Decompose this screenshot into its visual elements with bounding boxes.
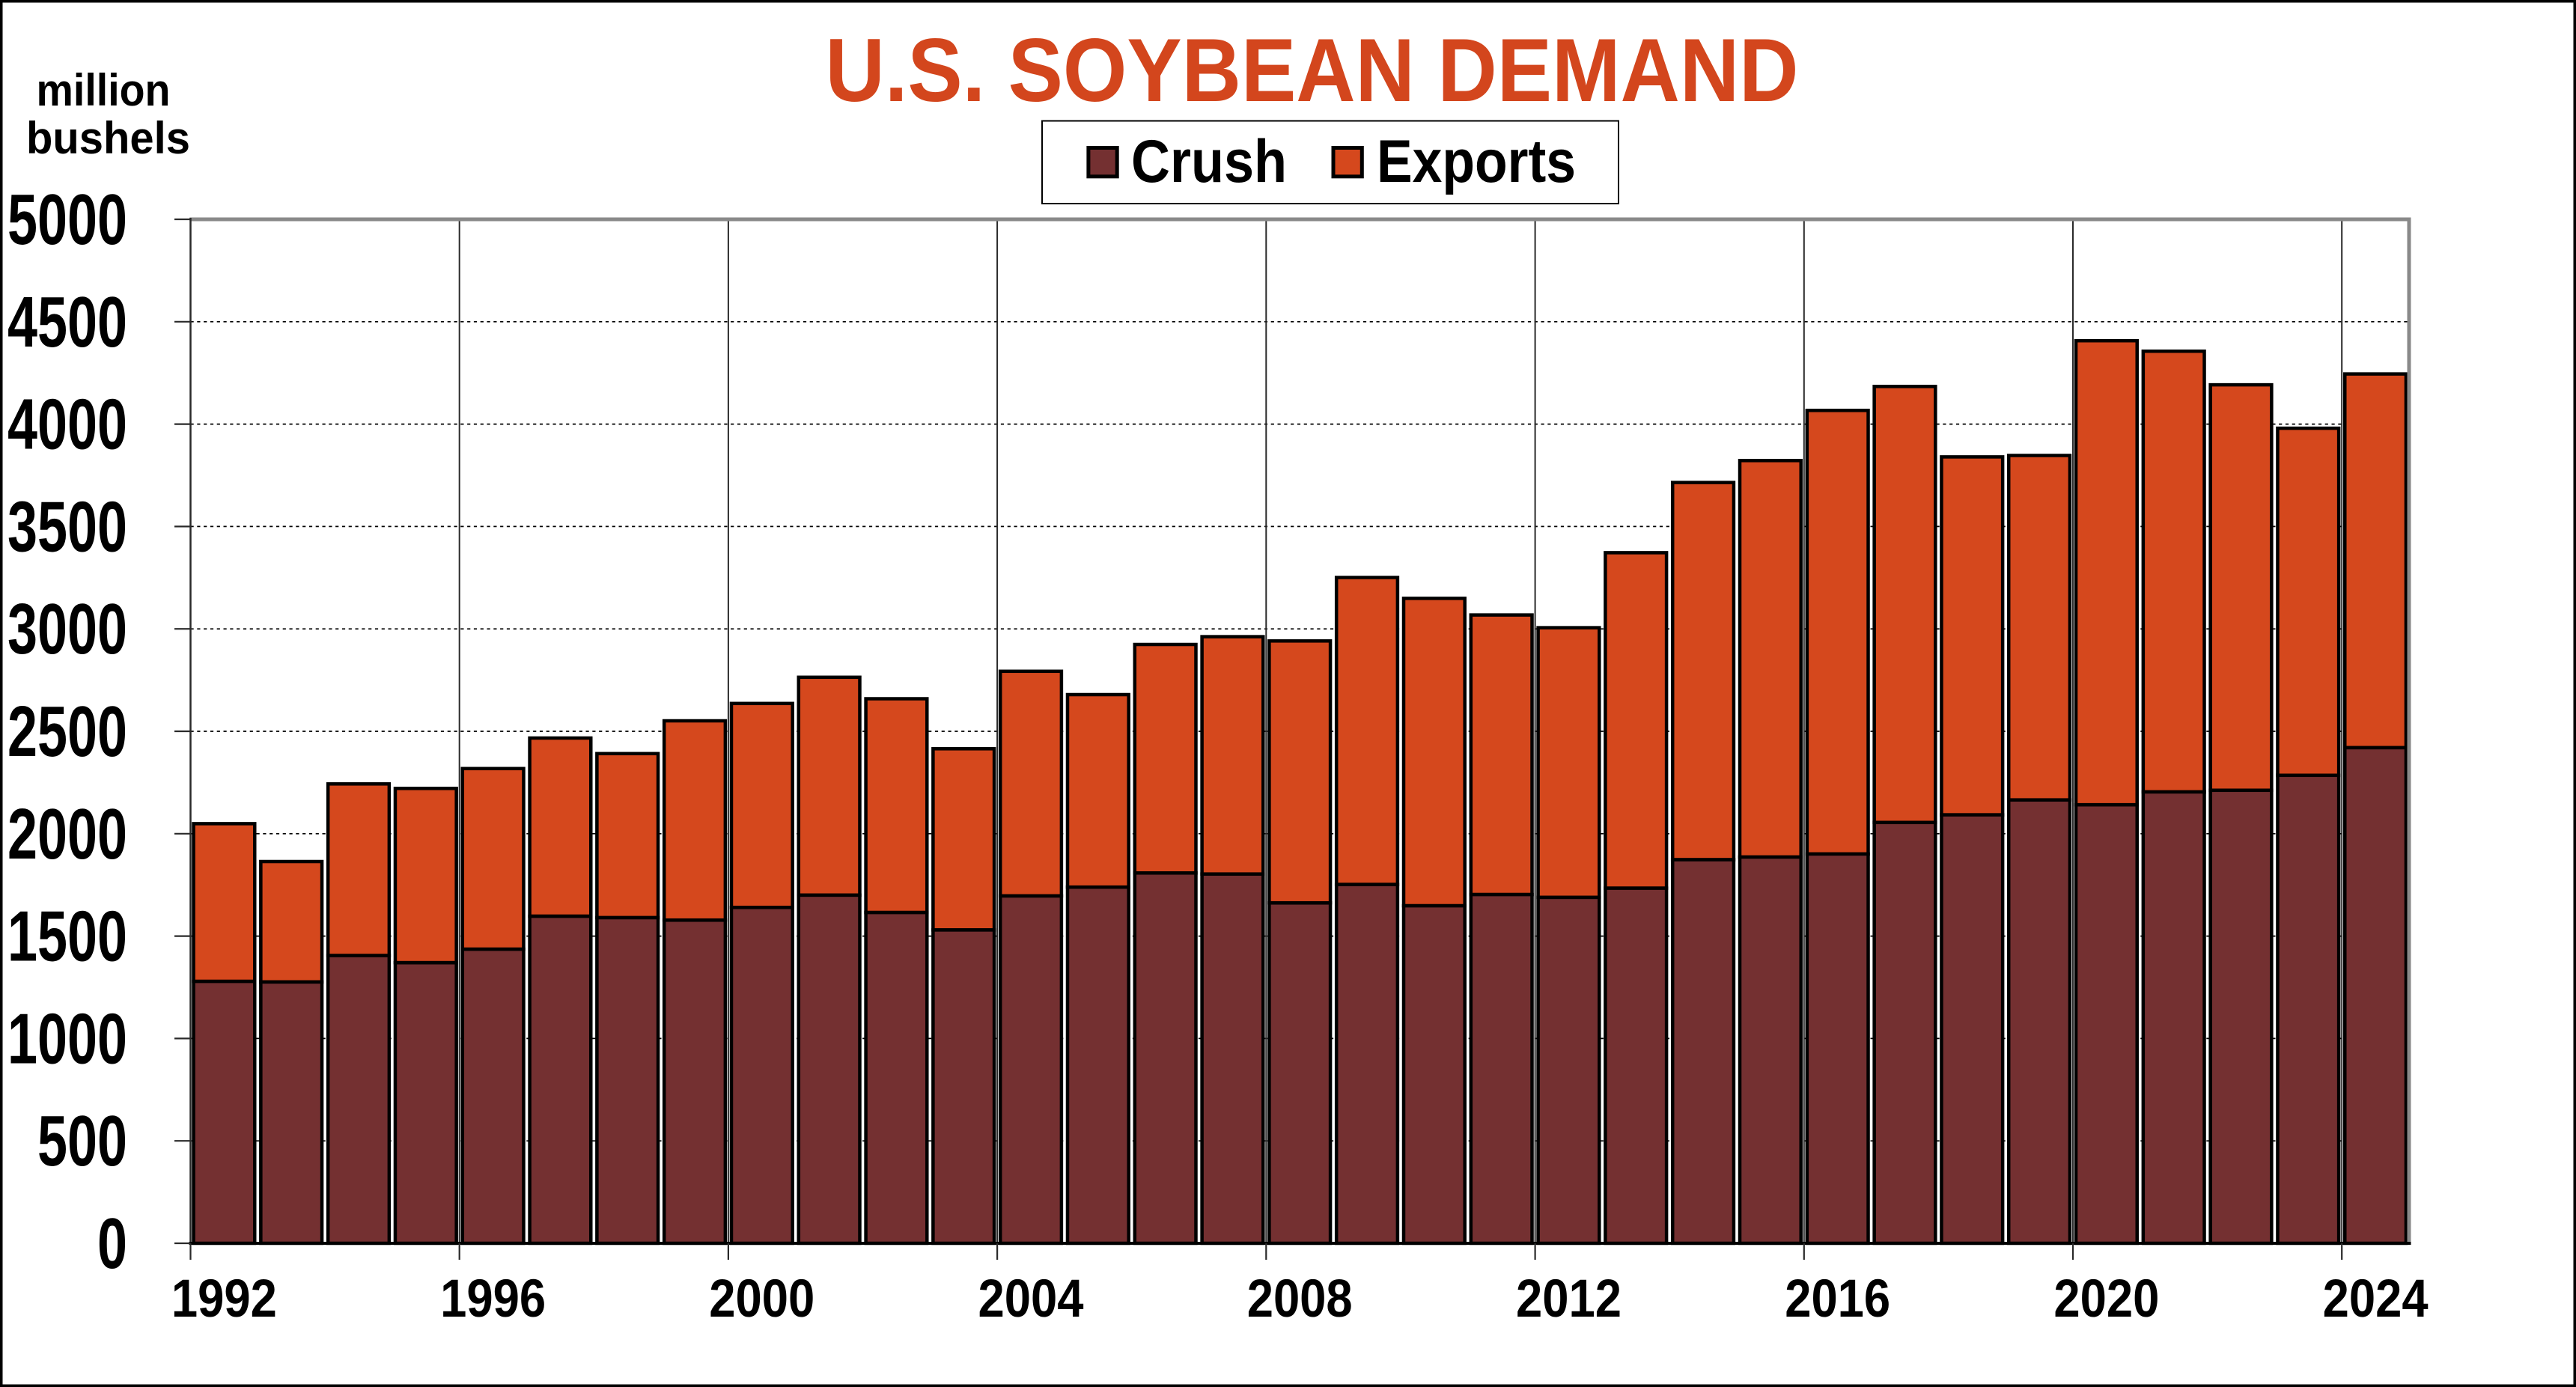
svg-text:2000: 2000 — [709, 1269, 814, 1329]
svg-text:3000: 3000 — [7, 589, 127, 669]
svg-text:2008: 2008 — [1247, 1269, 1353, 1329]
svg-text:3500: 3500 — [7, 487, 127, 567]
svg-text:1500: 1500 — [7, 897, 127, 977]
svg-text:1992: 1992 — [171, 1269, 277, 1329]
svg-text:U.S. SOYBEAN DEMAND: U.S. SOYBEAN DEMAND — [826, 20, 1799, 121]
svg-text:2016: 2016 — [1785, 1269, 1890, 1329]
svg-text:2020: 2020 — [2053, 1269, 2159, 1329]
svg-text:4000: 4000 — [7, 385, 127, 465]
svg-text:2024: 2024 — [2323, 1269, 2429, 1329]
svg-text:500: 500 — [37, 1101, 127, 1181]
svg-text:2500: 2500 — [7, 692, 127, 772]
svg-text:Exports: Exports — [1377, 128, 1576, 195]
svg-text:Crush: Crush — [1131, 128, 1287, 195]
svg-text:1996: 1996 — [440, 1269, 546, 1329]
svg-text:2004: 2004 — [978, 1269, 1084, 1329]
svg-text:2000: 2000 — [7, 794, 127, 874]
svg-text:bushels: bushels — [26, 113, 190, 163]
svg-text:million: million — [37, 65, 171, 115]
svg-text:0: 0 — [97, 1204, 127, 1284]
svg-text:4500: 4500 — [7, 282, 127, 362]
svg-text:2012: 2012 — [1516, 1269, 1622, 1329]
svg-text:1000: 1000 — [7, 999, 127, 1079]
svg-text:5000: 5000 — [7, 180, 127, 260]
